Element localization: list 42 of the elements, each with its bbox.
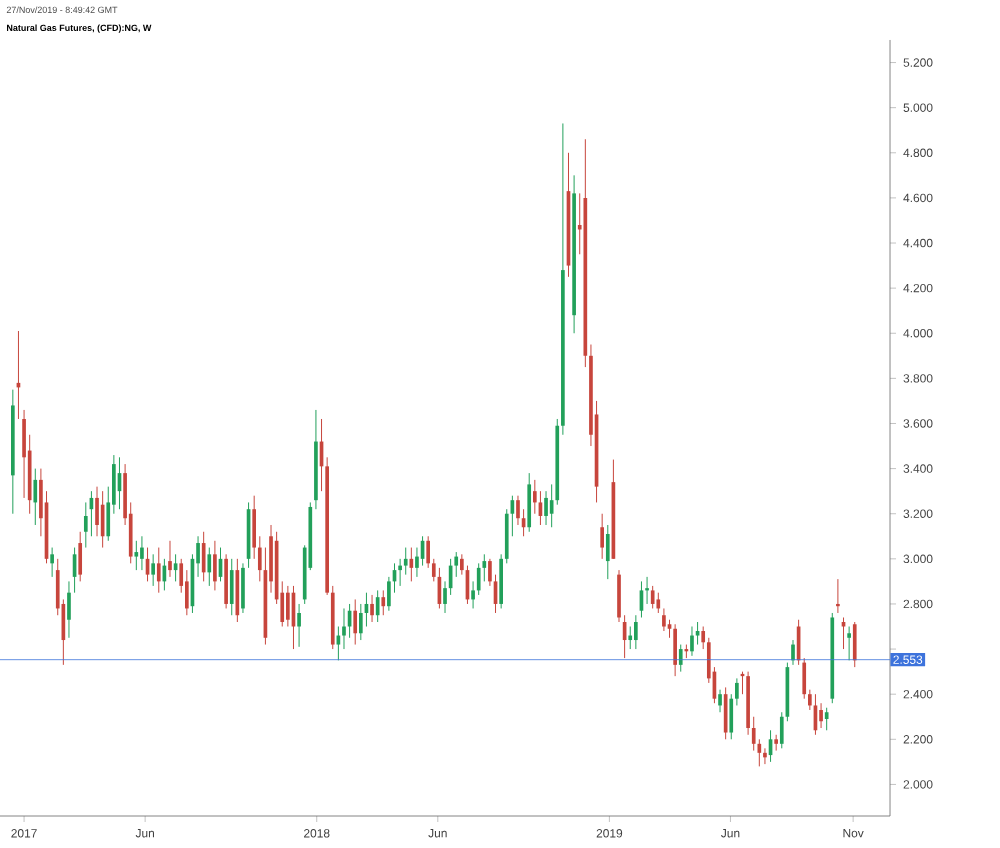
- candlestick: [678, 644, 683, 673]
- candlestick: [662, 607, 666, 632]
- candlestick: [78, 531, 83, 582]
- candlestick: [690, 626, 694, 657]
- candlestick: [824, 707, 829, 731]
- candlestick: [353, 598, 358, 646]
- candlestick: [852, 621, 857, 668]
- candlestick: [50, 547, 54, 578]
- candlestick: [381, 589, 386, 616]
- candlestick: [763, 747, 767, 765]
- candlestick: [134, 540, 139, 571]
- candlestick: [544, 490, 548, 526]
- candlestick: [409, 547, 414, 582]
- candlestick: [241, 562, 245, 614]
- candlestick: [156, 547, 161, 594]
- candlestick: [297, 603, 301, 648]
- candlestick: [224, 553, 228, 609]
- candlestick: [168, 540, 172, 578]
- candlestick: [527, 472, 532, 533]
- candlestick: [67, 580, 71, 639]
- candlestick: [151, 553, 155, 587]
- candlestick: [718, 689, 722, 713]
- candlestick: [140, 535, 144, 571]
- candlestick: [286, 585, 290, 628]
- candlestick: [634, 614, 638, 650]
- candlestick: [600, 513, 605, 560]
- candlestick: [201, 531, 206, 582]
- candlestick: [207, 547, 212, 587]
- candlestick: [791, 639, 795, 666]
- candlestick: [819, 702, 823, 729]
- candlestick: [375, 589, 380, 623]
- candlestick: [836, 578, 840, 614]
- candlestick: [650, 585, 655, 609]
- candlestick: [605, 524, 610, 580]
- candlestick: [656, 592, 661, 614]
- candlestick: [673, 623, 677, 677]
- candlestick: [370, 594, 374, 623]
- candlestick: [847, 626, 851, 661]
- candlestick: [229, 558, 234, 616]
- candlestick: [33, 468, 38, 526]
- candlestick: [628, 626, 633, 650]
- candlestick: [213, 540, 217, 591]
